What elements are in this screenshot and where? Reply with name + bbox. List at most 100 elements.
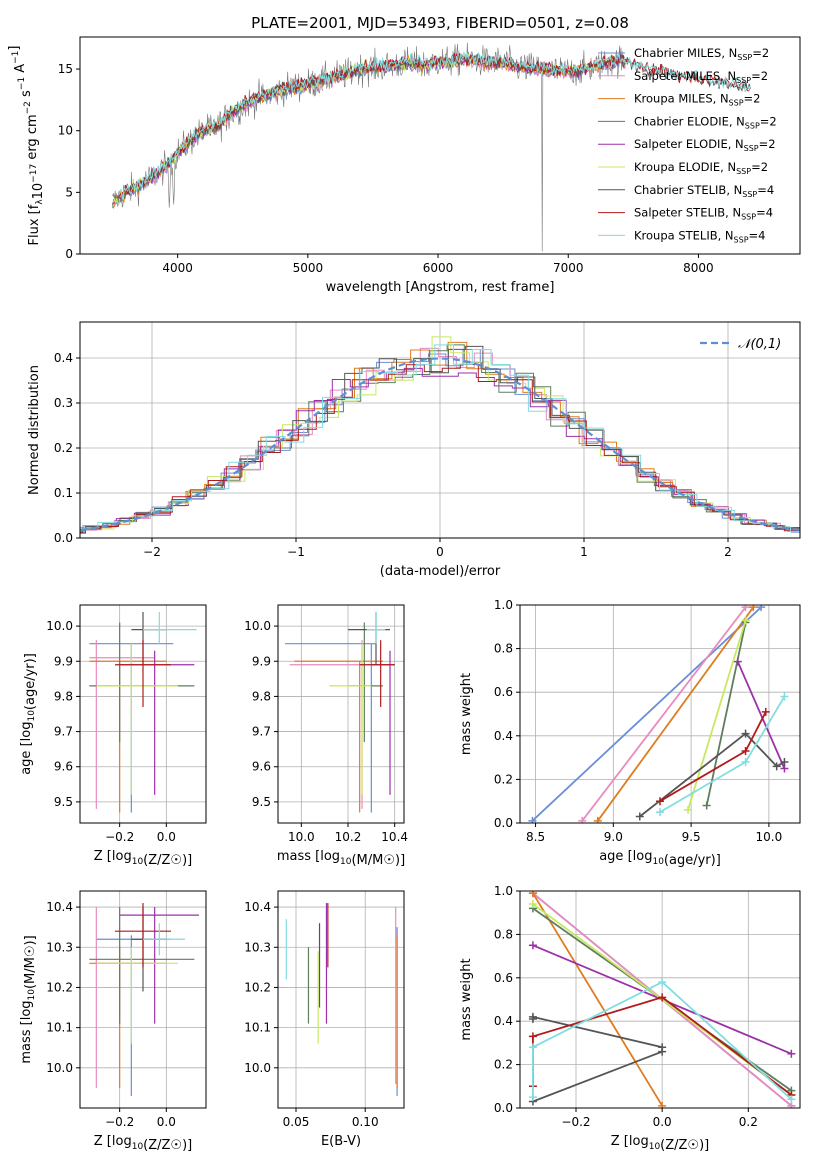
point-chabrier-stelib — [131, 612, 167, 665]
y-tick-label: 1.0 — [494, 598, 513, 612]
y-tick-label: 10.4 — [46, 900, 73, 914]
point-kroupa-stelib — [143, 612, 197, 644]
y-tick-label: 9.6 — [54, 760, 73, 774]
x-tick-label: 0.05 — [283, 1115, 310, 1129]
point-chabrier-elodie — [89, 622, 195, 743]
y-tick-label: 10.0 — [244, 619, 271, 633]
series-line — [597, 606, 755, 822]
point-salpeter-miles — [95, 907, 155, 1088]
plot-area — [528, 891, 796, 1108]
y-tick-label: 0.4 — [54, 351, 73, 365]
series-marker — [528, 1015, 537, 1024]
x-tick-label: 10.0 — [288, 830, 315, 844]
x-tick-label: 0.0 — [653, 1115, 672, 1129]
y-tick-label: 0 — [65, 247, 73, 261]
series-marker — [761, 707, 770, 716]
series-marker — [658, 1043, 667, 1052]
x-tick-label: 6000 — [423, 261, 454, 275]
y-tick-label: 15 — [58, 62, 73, 76]
series-line — [532, 1015, 664, 1103]
plot-area — [112, 42, 751, 252]
series-marker — [741, 747, 750, 756]
y-axis-label: age [log10(age/yr)] — [19, 653, 38, 775]
x-tick-label: 9.5 — [682, 830, 701, 844]
y-tick-label: 10.2 — [46, 980, 73, 994]
plot-area — [89, 612, 197, 813]
legend-entry: Salpeter STELIB, NSSP=4 — [634, 206, 773, 222]
plot-area — [528, 605, 789, 823]
y-tick-label: 0.4 — [494, 1014, 513, 1028]
series-marker — [528, 1043, 537, 1052]
series-marker — [528, 900, 537, 909]
y-tick-label: 9.5 — [54, 795, 73, 809]
series-marker — [658, 993, 667, 1002]
y-axis-label: mass [log10(M/M☉)] — [19, 935, 38, 1063]
x-tick-label: 0 — [436, 545, 444, 559]
legend-entry: Kroupa MILES, NSSP=2 — [634, 92, 760, 108]
y-tick-label: 0.3 — [54, 396, 73, 410]
legend-entry: Salpeter MILES, NSSP=2 — [634, 69, 768, 85]
plot-area — [89, 903, 199, 1096]
point-salpeter-elodie — [371, 650, 395, 795]
series-salpeter-stelib — [656, 707, 770, 806]
series-marker — [741, 729, 750, 738]
panel-spectrum: 4000 5000 6000 7000 8000 0 5 10 15 wavelength [An… — [7, 36, 801, 295]
series-marker — [780, 692, 789, 701]
y-tick-label: 10.0 — [46, 619, 73, 633]
point-kroupa-stelib — [366, 612, 386, 644]
series-marker — [656, 808, 664, 817]
point-kroupa-elodie — [329, 643, 372, 795]
x-tick-label: 1 — [580, 545, 588, 559]
series-marker — [772, 762, 781, 771]
y-tick-label: 5 — [65, 185, 73, 199]
point-salpeter-stelib — [359, 640, 395, 707]
y-tick-label: 10.0 — [244, 1061, 271, 1075]
point-chabrier-stelib — [348, 612, 390, 665]
axes-frame — [79, 604, 207, 824]
series-marker — [741, 757, 750, 766]
y-tick-label: 9.7 — [54, 725, 73, 739]
x-tick-label: 0.10 — [352, 1115, 379, 1129]
y-tick-label: 0.2 — [494, 1058, 513, 1072]
series-kroupa-miles — [593, 605, 758, 823]
y-tick-label: 10.3 — [244, 940, 271, 954]
series-marker — [787, 1095, 796, 1104]
point-chabrier-elodie — [89, 907, 195, 1024]
point-salpeter-stelib — [115, 640, 171, 707]
axes-frame — [519, 604, 801, 824]
series-marker — [578, 816, 587, 823]
axes-frame — [79, 36, 801, 255]
series-marker — [702, 801, 711, 810]
series-salpeter-elodie — [733, 657, 789, 773]
y-tick-label: 10.2 — [244, 980, 271, 994]
series-marker — [528, 816, 537, 823]
axes-frame — [277, 890, 405, 1109]
series-marker — [528, 1032, 537, 1041]
x-axis-label: Z [log10(Z/Z☉)] — [611, 1134, 709, 1153]
panel-z-weight: −0.2 0.0 0.2 0.0 0.2 0.4 0.6 0.8 1.0 Z [log10(Z/Z… — [459, 884, 801, 1153]
point-chabrier-miles — [285, 643, 376, 813]
x-tick-label: 0.2 — [739, 1115, 758, 1129]
point-salpeter-miles — [289, 640, 379, 809]
point-kroupa-elodie — [96, 643, 178, 795]
series-marker — [528, 1093, 537, 1102]
axes-frame — [519, 890, 801, 1109]
y-tick-label: 9.8 — [252, 689, 271, 703]
legend-entry: Chabrier MILES, NSSP=2 — [634, 46, 769, 62]
y-tick-label: 0.6 — [494, 971, 513, 985]
y-tick-label: 10.0 — [46, 1061, 73, 1075]
y-axis-label: Flux [fλ10−17 erg cm−2 s−1 A−1] — [7, 45, 46, 245]
series-line — [705, 622, 747, 806]
y-tick-label: 9.9 — [252, 654, 271, 668]
point-salpeter-stelib — [115, 903, 171, 968]
y-axis-label: mass weight — [459, 673, 474, 755]
y-tick-label: 10.4 — [244, 900, 271, 914]
series-marker — [757, 605, 766, 612]
x-tick-label: 5000 — [293, 261, 324, 275]
point-kroupa-miles — [294, 660, 383, 813]
panel-mass-age: 10.0 10.2 10.4 9.5 9.6 9.7 9.8 9.9 10.0 mass [log… — [244, 604, 408, 868]
x-tick-label: 4000 — [162, 261, 193, 275]
series-marker — [528, 891, 537, 898]
model-salpeter-stelib — [118, 52, 751, 198]
